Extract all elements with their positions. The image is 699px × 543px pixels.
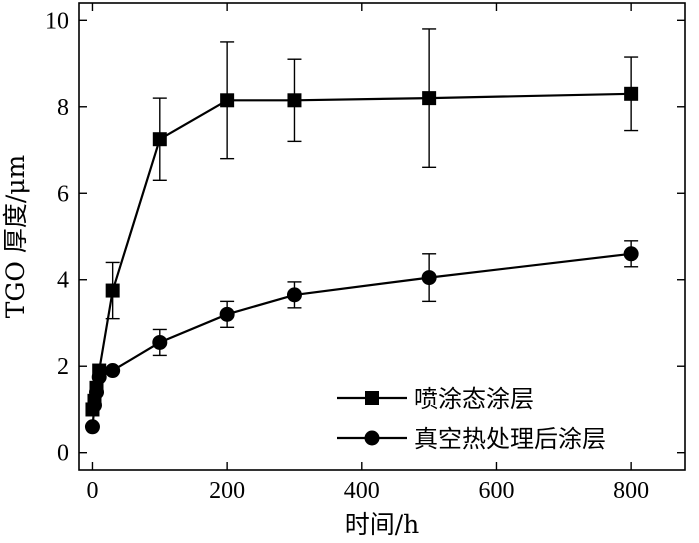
series-layer — [84, 28, 639, 435]
legend-item-2: 真空热处理后涂层 — [337, 425, 606, 453]
data-point-circle — [105, 363, 121, 379]
x-tick-label: 800 — [613, 478, 649, 504]
y-tick-label: 6 — [57, 181, 69, 207]
x-tick-label: 0 — [86, 478, 98, 504]
plot-frame — [78, 2, 686, 471]
y-tick-label: 10 — [45, 8, 69, 34]
legend-label: 真空热处理后涂层 — [414, 425, 606, 453]
data-point-circle — [219, 306, 235, 322]
data-point-square — [287, 93, 302, 108]
series-1 — [85, 28, 639, 417]
series-2 — [84, 240, 639, 435]
y-tick-label: 4 — [57, 268, 69, 294]
data-point-circle — [286, 287, 302, 303]
data-point-circle — [86, 397, 102, 413]
x-axis-label: 时间/h — [345, 510, 420, 539]
legend-marker-circle — [364, 430, 380, 446]
data-point-circle — [421, 270, 437, 286]
data-point-square — [624, 86, 639, 101]
data-point-square — [220, 93, 235, 108]
legend-label: 喷涂态涂层 — [414, 385, 534, 413]
data-point-square — [105, 283, 120, 298]
ticks-layer: 0 200 400 600 800 0 2 4 6 8 10 — [45, 3, 685, 504]
y-tick-label: 8 — [57, 95, 69, 121]
data-point-circle — [89, 384, 105, 400]
data-point-circle — [84, 419, 100, 435]
data-point-square — [152, 132, 167, 147]
legend-item-1: 喷涂态涂层 — [337, 385, 534, 413]
x-tick-label: 600 — [478, 478, 514, 504]
y-tick-label: 2 — [57, 354, 69, 380]
y-axis-label: TGO 厚度/μm — [1, 154, 30, 318]
data-point-square — [422, 91, 437, 106]
x-tick-label: 200 — [209, 478, 245, 504]
data-point-circle — [152, 334, 168, 350]
data-point-circle — [623, 246, 639, 262]
y-tick-label: 0 — [57, 441, 69, 467]
legend-marker-square — [365, 391, 379, 405]
series-line — [91, 252, 632, 427]
x-tick-label: 400 — [344, 478, 380, 504]
data-point-circle — [91, 369, 107, 385]
series-line — [91, 92, 632, 410]
